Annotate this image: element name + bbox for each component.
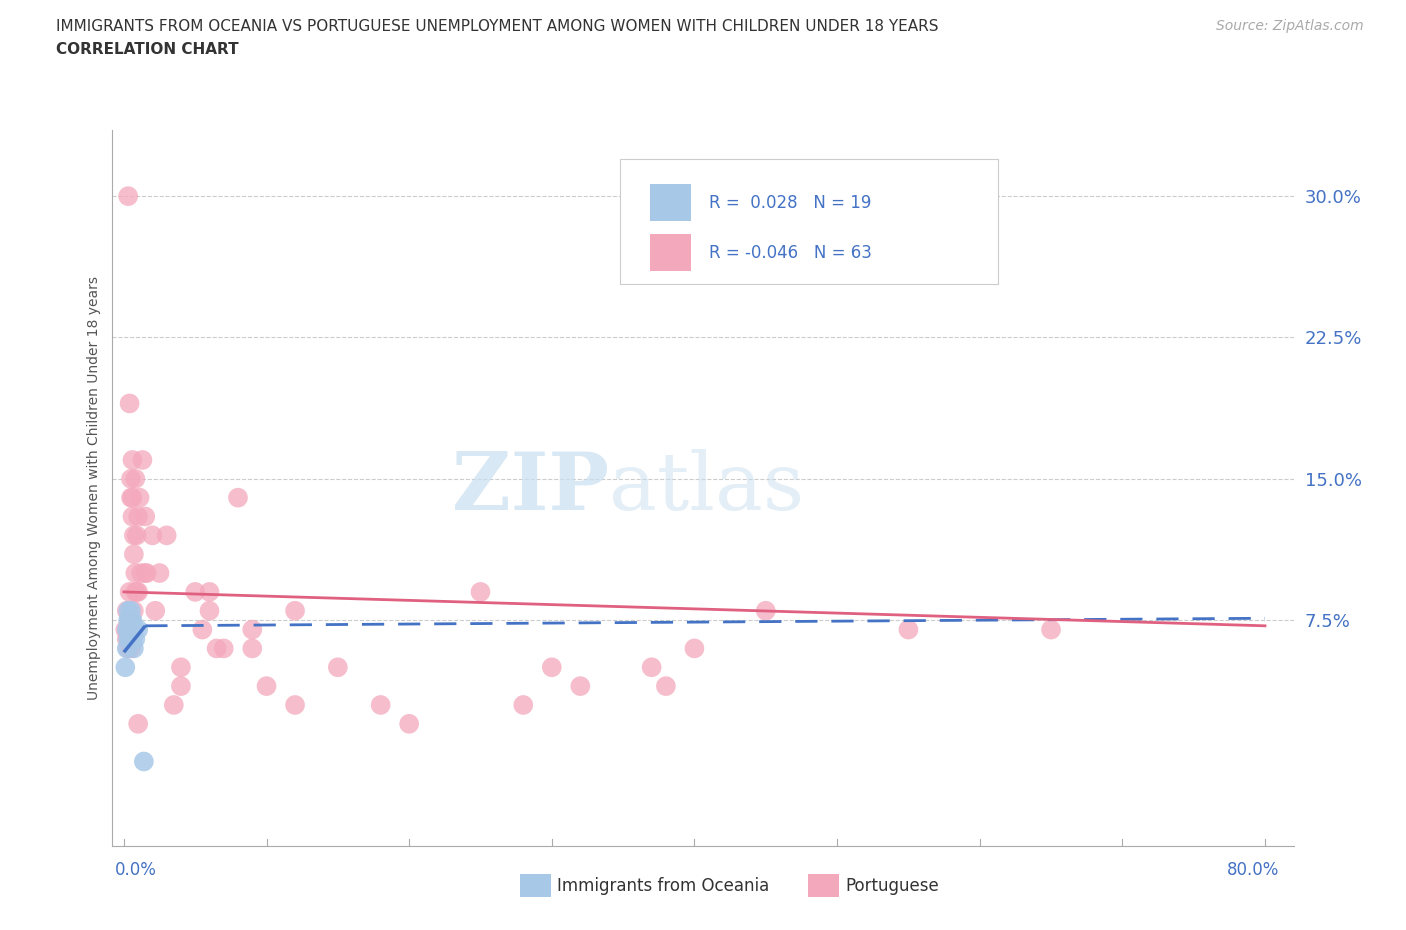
Point: [198, 604, 221, 618]
Point: [120, 641, 142, 656]
Point: [114, 660, 136, 675]
Point: [398, 716, 420, 731]
Point: [122, 547, 145, 562]
Text: Portuguese: Portuguese: [845, 877, 939, 896]
Point: [191, 622, 214, 637]
Point: [198, 584, 221, 599]
Point: [120, 604, 142, 618]
Text: 80.0%: 80.0%: [1227, 860, 1279, 879]
Point: [755, 604, 778, 618]
Point: [115, 604, 138, 618]
Text: R =  0.028   N = 19: R = 0.028 N = 19: [709, 193, 872, 211]
Point: [114, 622, 136, 637]
Point: [122, 528, 145, 543]
Point: [127, 509, 149, 524]
Point: [124, 565, 146, 580]
Point: [121, 453, 143, 468]
Text: 0.0%: 0.0%: [115, 860, 157, 879]
Point: [240, 622, 263, 637]
Bar: [650, 184, 692, 221]
Point: [129, 565, 152, 580]
Point: [135, 565, 157, 580]
Point: [128, 490, 150, 505]
Point: [118, 613, 141, 628]
Point: [127, 622, 149, 637]
Text: atlas: atlas: [609, 449, 804, 527]
Point: [117, 189, 139, 204]
Point: [118, 622, 141, 637]
Point: [370, 698, 392, 712]
Point: [120, 472, 142, 486]
Point: [121, 631, 143, 646]
Point: [122, 641, 145, 656]
Point: [470, 584, 492, 599]
Point: [124, 584, 146, 599]
FancyBboxPatch shape: [620, 159, 998, 285]
Point: [127, 584, 149, 599]
Point: [121, 490, 143, 505]
Point: [118, 396, 141, 411]
Point: [117, 604, 139, 618]
Point: [897, 622, 920, 637]
Point: [120, 622, 142, 637]
Text: CORRELATION CHART: CORRELATION CHART: [56, 42, 239, 57]
Point: [163, 698, 186, 712]
Text: R = -0.046   N = 63: R = -0.046 N = 63: [709, 244, 872, 261]
Point: [141, 528, 163, 543]
Point: [284, 698, 307, 712]
Text: Source: ZipAtlas.com: Source: ZipAtlas.com: [1216, 19, 1364, 33]
Point: [118, 631, 141, 646]
Point: [134, 565, 156, 580]
Point: [256, 679, 278, 694]
Point: [125, 528, 148, 543]
Point: [115, 641, 138, 656]
Text: Immigrants from Oceania: Immigrants from Oceania: [557, 877, 769, 896]
Point: [683, 641, 706, 656]
Point: [117, 641, 139, 656]
Y-axis label: Unemployment Among Women with Children Under 18 years: Unemployment Among Women with Children U…: [87, 276, 101, 700]
Point: [121, 613, 143, 628]
Point: [655, 679, 678, 694]
Point: [148, 565, 170, 580]
Bar: [650, 234, 692, 272]
Point: [205, 641, 228, 656]
Point: [326, 660, 349, 675]
Text: IMMIGRANTS FROM OCEANIA VS PORTUGUESE UNEMPLOYMENT AMONG WOMEN WITH CHILDREN UND: IMMIGRANTS FROM OCEANIA VS PORTUGUESE UN…: [56, 19, 939, 33]
Point: [120, 490, 142, 505]
Point: [1040, 622, 1063, 637]
Point: [170, 679, 193, 694]
Point: [132, 754, 155, 769]
Point: [122, 622, 145, 637]
Point: [115, 631, 138, 646]
Point: [240, 641, 263, 656]
Point: [117, 631, 139, 646]
Point: [540, 660, 562, 675]
Point: [125, 584, 148, 599]
Point: [120, 613, 142, 628]
Point: [640, 660, 662, 675]
Point: [226, 490, 249, 505]
Point: [512, 698, 534, 712]
Point: [124, 631, 146, 646]
Text: ZIP: ZIP: [451, 449, 609, 527]
Point: [184, 584, 207, 599]
Point: [170, 660, 193, 675]
Point: [212, 641, 235, 656]
Point: [121, 509, 143, 524]
Point: [118, 584, 141, 599]
Point: [143, 604, 166, 618]
Point: [122, 604, 145, 618]
Point: [124, 472, 146, 486]
Point: [127, 716, 149, 731]
Point: [131, 453, 153, 468]
Point: [117, 613, 139, 628]
Point: [115, 622, 138, 637]
Point: [156, 528, 179, 543]
Point: [117, 622, 139, 637]
Point: [134, 509, 156, 524]
Point: [284, 604, 307, 618]
Point: [569, 679, 592, 694]
